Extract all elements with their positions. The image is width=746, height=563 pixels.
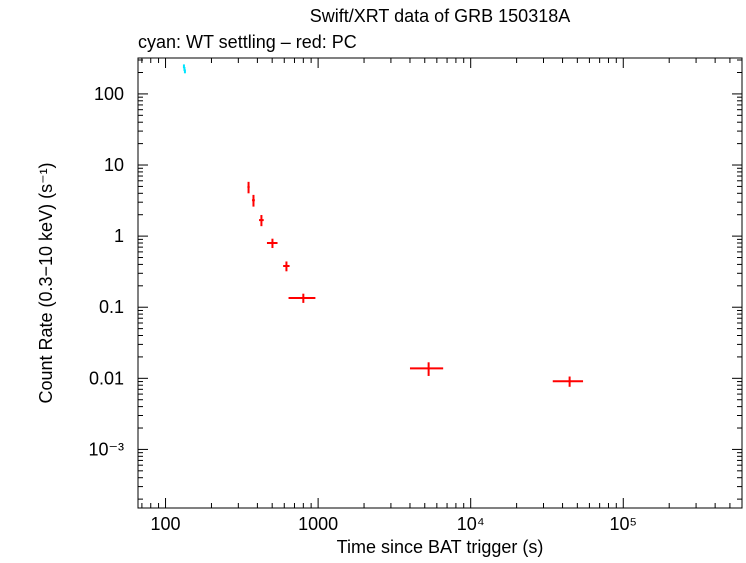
- plot-frame: [137, 57, 743, 509]
- y-tick-label: 10: [104, 155, 124, 175]
- x-axis-label: Time since BAT trigger (s): [337, 537, 544, 557]
- x-tick-label: 10⁴: [457, 514, 485, 534]
- x-tick-label: 100: [151, 514, 181, 534]
- x-tick-label: 1000: [298, 514, 338, 534]
- y-axis-label: Count Rate (0.3−10 keV) (s⁻¹): [36, 162, 56, 403]
- y-tick-label: 100: [94, 84, 124, 104]
- y-tick-label: 0.01: [89, 368, 124, 388]
- y-tick-label: 0.1: [99, 297, 124, 317]
- y-tick-label: 10⁻³: [88, 439, 124, 459]
- x-tick-label: 10⁵: [610, 514, 637, 534]
- chart-title: Swift/XRT data of GRB 150318A: [310, 6, 570, 26]
- chart-subtitle: cyan: WT settling – red: PC: [138, 32, 357, 52]
- y-tick-label: 1: [114, 226, 124, 246]
